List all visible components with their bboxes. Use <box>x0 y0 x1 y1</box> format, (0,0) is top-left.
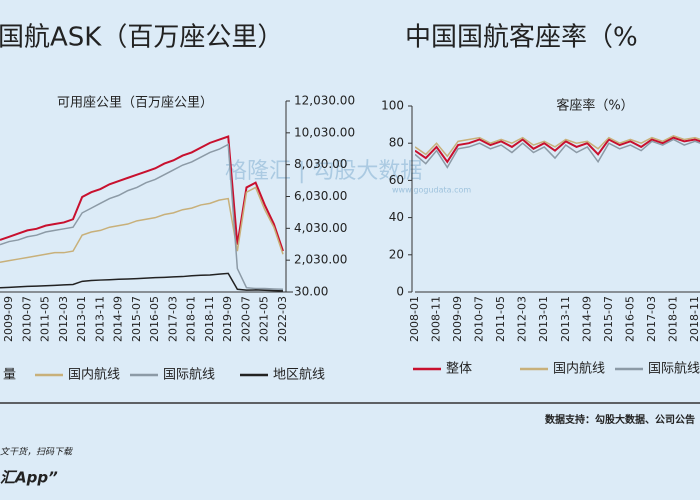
x-tick-label: 2018-11 <box>688 296 700 342</box>
y-tick-label: 12,030.00 <box>294 94 355 108</box>
x-tick-label: 2020-07 <box>239 296 252 342</box>
x-tick-label: 2013-01 <box>75 296 88 342</box>
y-tick-label: 6,030.00 <box>294 189 347 203</box>
chart-subtitle: 客座率（%） <box>556 98 633 114</box>
x-tick-label: 2016-05 <box>623 296 636 342</box>
y-tick-label: 8,030.00 <box>294 157 347 171</box>
y-tick-label: 40 <box>389 210 404 224</box>
x-tick-label: 2010-07 <box>20 296 33 342</box>
promo-app: 汇App” <box>0 469 58 487</box>
x-tick-label: 2019-09 <box>221 296 234 342</box>
x-tick-label: 2021-05 <box>258 296 271 342</box>
x-tick-label: 2017-03 <box>645 296 658 342</box>
x-tick-label: 2010-07 <box>473 296 486 342</box>
x-tick-label: 2009-09 <box>451 296 464 342</box>
x-tick-label: 2009-09 <box>2 296 15 342</box>
y-tick-label: 100 <box>381 99 404 113</box>
y-tick-label: 20 <box>389 247 404 261</box>
x-tick-label: 2011-05 <box>39 296 52 342</box>
x-tick-label: 2011-05 <box>494 296 507 342</box>
x-tick-label: 2018-11 <box>203 296 216 342</box>
legend-label: 量 <box>3 368 16 383</box>
promo-note: 文干货，扫码下载 <box>0 447 73 458</box>
source-note: 数据支持：勾股大数据、公司公告 <box>545 413 695 426</box>
series-line <box>415 136 700 164</box>
left-title: 国航ASK（百万座公里） <box>0 23 283 53</box>
x-tick-label: 2015-07 <box>602 296 615 342</box>
series-line <box>415 138 700 169</box>
x-tick-label: 2013-11 <box>559 296 572 342</box>
x-tick-label: 2012-03 <box>516 296 529 342</box>
x-tick-label: 2018-01 <box>666 296 679 342</box>
y-tick-label: 60 <box>389 173 404 187</box>
series-line <box>0 135 284 252</box>
x-tick-label: 2015-07 <box>130 296 143 342</box>
x-tick-label: 2014-09 <box>112 296 125 342</box>
y-tick-label: 80 <box>389 136 404 150</box>
series-line <box>0 143 284 291</box>
legend-label: 地区航线 <box>273 367 325 383</box>
y-tick-label: 4,030.00 <box>294 221 347 235</box>
x-tick-label: 2012-03 <box>57 296 70 342</box>
series-line <box>415 134 700 158</box>
y-tick-label: 0 <box>396 285 404 299</box>
x-tick-label: 2018-01 <box>185 296 198 342</box>
watermark-url: www.gogudata.com <box>392 186 471 195</box>
chart-subtitle: 可用座公里（百万座公里） <box>57 96 213 111</box>
x-tick-label: 2022-03 <box>276 296 289 342</box>
x-tick-label: 2017-03 <box>166 296 179 342</box>
legend-label: 国内航线 <box>68 367 120 383</box>
right-title: 中国国航客座率（% <box>405 23 638 53</box>
x-tick-label: 2014-09 <box>580 296 593 342</box>
x-tick-label: 2013-01 <box>537 296 550 342</box>
series-line <box>0 272 284 292</box>
x-tick-label: 2016-05 <box>148 296 161 342</box>
x-tick-label: 2008-01 <box>408 296 421 342</box>
y-tick-label: 30.00 <box>294 285 328 299</box>
x-tick-label: 2013-11 <box>93 296 106 342</box>
watermark: 格隆汇 | 勾股大数据 <box>225 159 422 184</box>
legend-label: 国内航线 <box>553 361 605 377</box>
legend-label: 国际航线 <box>163 367 215 383</box>
legend-label: 国际航线 <box>648 361 700 377</box>
y-tick-label: 10,030.00 <box>294 125 355 139</box>
y-tick-label: 2,030.00 <box>294 253 347 267</box>
x-tick-label: 2008-11 <box>430 296 443 342</box>
legend-label: 整体 <box>446 362 472 377</box>
